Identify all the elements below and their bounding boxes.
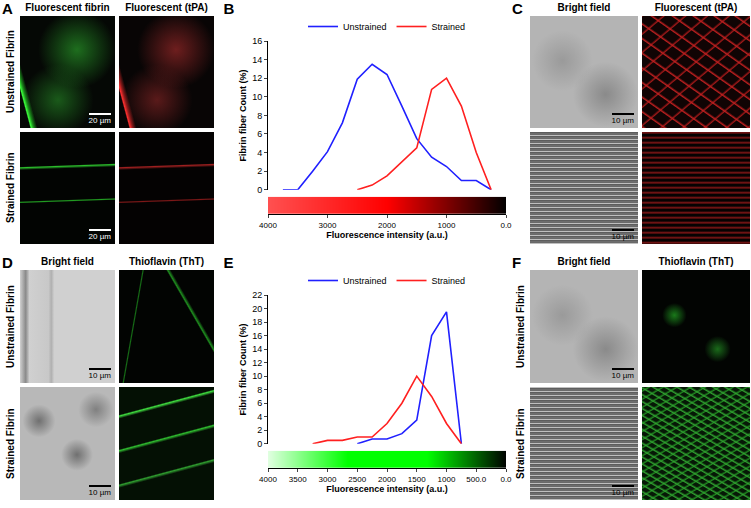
- html-text:F: F: [512, 254, 522, 271]
- svg-text:Strained: Strained: [432, 22, 466, 32]
- html-text:20 µm: 20 µm: [88, 116, 111, 125]
- html-text:A: A: [2, 0, 13, 17]
- svg-text:500.0: 500.0: [466, 475, 487, 484]
- html-text:Strained Fibrin: Strained Fibrin: [5, 408, 16, 479]
- svg-text:Unstrained: Unstrained: [343, 276, 387, 286]
- svg-text:16: 16: [252, 331, 262, 341]
- html-text:Fluorescent fibrin: Fluorescent fibrin: [25, 2, 110, 13]
- html-text:Fluorescent (tPA): Fluorescent (tPA): [654, 2, 738, 13]
- svg-text:E: E: [223, 254, 233, 271]
- html-text:D: D: [2, 254, 13, 271]
- svg-text:18: 18: [252, 317, 262, 327]
- html-text:10 µm: 10 µm: [611, 371, 634, 380]
- html-text:Strained Fibrin: Strained Fibrin: [5, 152, 16, 224]
- svg-text:12: 12: [252, 73, 262, 83]
- svg-text:14: 14: [252, 55, 262, 65]
- svg-text:Fibrin fiber Count (%): Fibrin fiber Count (%): [238, 323, 248, 415]
- svg-text:0.0: 0.0: [500, 221, 512, 230]
- svg-text:B: B: [223, 0, 234, 17]
- html-text:Thioflavin (ThT): Thioflavin (ThT): [129, 256, 204, 267]
- svg-text:8: 8: [257, 111, 262, 121]
- html-text:Bright field: Bright field: [557, 2, 611, 13]
- svg-text:2500: 2500: [348, 475, 366, 484]
- svg-text:4000: 4000: [259, 221, 277, 230]
- html-text:C: C: [512, 0, 523, 17]
- svg-text:14: 14: [252, 344, 262, 354]
- svg-text:3000: 3000: [319, 221, 337, 230]
- html-text:10 µm: 10 µm: [88, 488, 111, 497]
- html-text:Bright field: Bright field: [557, 256, 611, 267]
- svg-text:2: 2: [257, 425, 262, 435]
- html-text:10 µm: 10 µm: [88, 371, 111, 380]
- svg-text:4: 4: [257, 148, 262, 158]
- html-text:Unstrained Fibrin: Unstrained Fibrin: [5, 285, 16, 368]
- svg-text:8: 8: [257, 385, 262, 395]
- svg-text:Strained: Strained: [432, 276, 466, 286]
- html-text:10 µm: 10 µm: [611, 116, 634, 125]
- svg-text:Fluorescence intensity (a.u.): Fluorescence intensity (a.u.): [326, 230, 448, 240]
- html-text:10 µm: 10 µm: [611, 488, 634, 497]
- html-text:Unstrained Fibrin: Unstrained Fibrin: [515, 285, 526, 368]
- svg-text:Unstrained: Unstrained: [343, 22, 387, 32]
- svg-text:Fluorescence intensity (a.u.): Fluorescence intensity (a.u.): [326, 484, 448, 494]
- svg-text:20: 20: [252, 304, 262, 314]
- svg-text:2: 2: [257, 166, 262, 176]
- svg-text:10: 10: [252, 371, 262, 381]
- svg-text:0: 0: [257, 185, 262, 195]
- html-text:10 µm: 10 µm: [611, 232, 634, 241]
- svg-text:0.0: 0.0: [500, 475, 512, 484]
- html-text:20 µm: 20 µm: [88, 232, 111, 241]
- svg-text:0: 0: [257, 439, 262, 449]
- html-text:Thioflavin (ThT): Thioflavin (ThT): [658, 256, 734, 267]
- svg-text:2000: 2000: [378, 221, 396, 230]
- html-text:Fluorescent (tPA): Fluorescent (tPA): [125, 2, 208, 13]
- svg-text:4: 4: [257, 412, 262, 422]
- svg-text:3000: 3000: [319, 475, 337, 484]
- svg-text:10: 10: [252, 92, 262, 102]
- svg-text:1500: 1500: [408, 475, 426, 484]
- svg-text:6: 6: [257, 129, 262, 139]
- svg-text:Fibrin fiber Count (%): Fibrin fiber Count (%): [238, 69, 248, 161]
- svg-text:6: 6: [257, 398, 262, 408]
- html-text:Strained Fibrin: Strained Fibrin: [515, 408, 526, 479]
- svg-text:3500: 3500: [289, 475, 307, 484]
- svg-text:12: 12: [252, 358, 262, 368]
- svg-text:1000: 1000: [438, 475, 456, 484]
- svg-text:2000: 2000: [378, 475, 396, 484]
- svg-text:1000: 1000: [438, 221, 456, 230]
- svg-text:16: 16: [252, 36, 262, 46]
- html-text:Bright field: Bright field: [41, 256, 94, 267]
- svg-text:22: 22: [252, 290, 262, 300]
- svg-text:4000: 4000: [259, 475, 277, 484]
- html-text:Unstrained Fibrin: Unstrained Fibrin: [5, 30, 16, 114]
